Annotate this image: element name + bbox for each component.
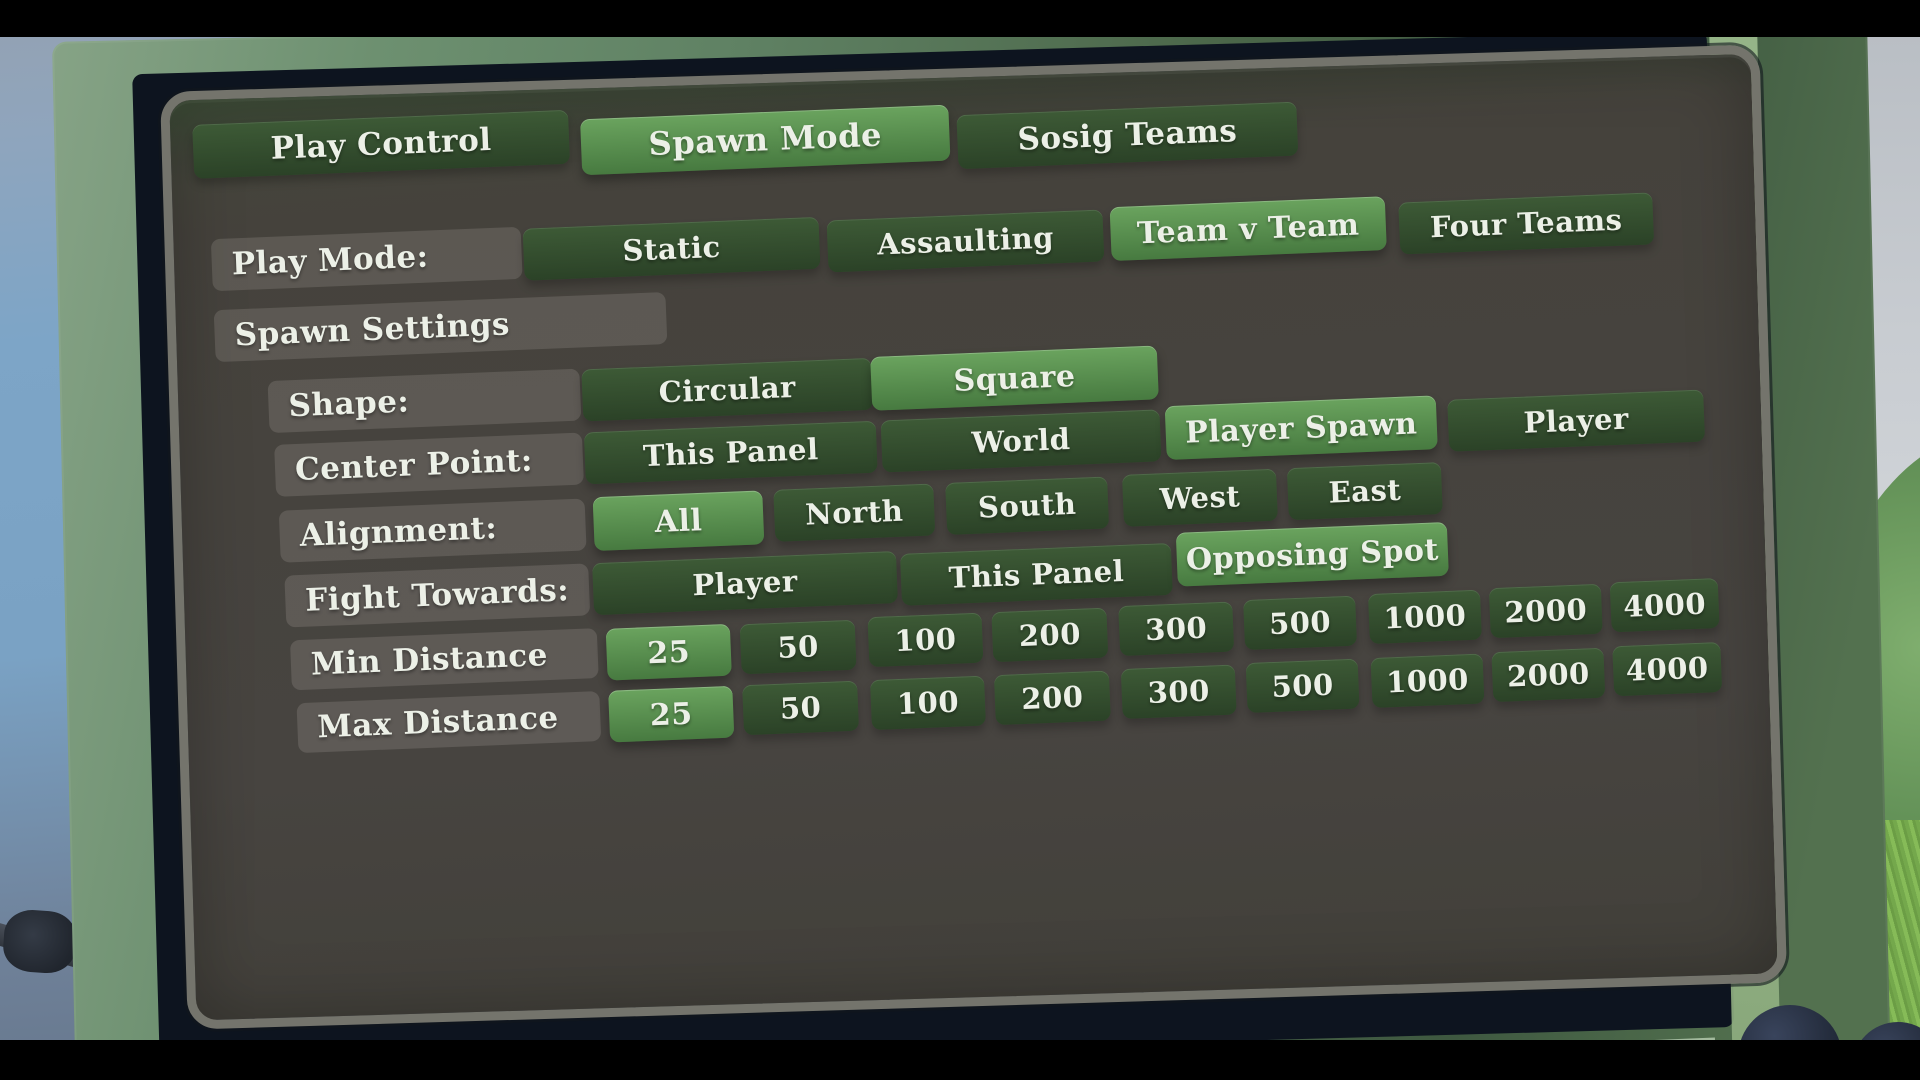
option-max-distance-50[interactable]: 50 [742, 680, 860, 736]
option-alignment-north[interactable]: North [773, 483, 936, 542]
tab-sosig-teams[interactable]: Sosig Teams [956, 101, 1299, 170]
label-spawn-settings: Spawn Settings [213, 292, 668, 363]
label-center-point: Center Point: [274, 432, 584, 497]
option-min-distance-2000[interactable]: 2000 [1488, 583, 1603, 639]
option-min-distance-50[interactable]: 50 [739, 619, 857, 675]
option-play-mode-static[interactable]: Static [522, 216, 821, 281]
option-min-distance-300[interactable]: 300 [1118, 601, 1235, 657]
label-shape: Shape: [267, 368, 582, 434]
background-gun-mount [1, 908, 78, 975]
option-play-mode-assaulting[interactable]: Assaulting [826, 209, 1105, 273]
option-min-distance-1000[interactable]: 1000 [1367, 589, 1482, 645]
option-max-distance-500[interactable]: 500 [1245, 658, 1360, 714]
option-max-distance-100[interactable]: 100 [870, 675, 986, 731]
option-alignment-all[interactable]: All [592, 490, 765, 552]
option-max-distance-200[interactable]: 200 [993, 670, 1111, 726]
label-alignment: Alignment: [278, 498, 587, 563]
option-fight-towards-player[interactable]: Player [592, 551, 898, 616]
option-min-distance-25[interactable]: 25 [605, 623, 732, 681]
option-max-distance-25[interactable]: 25 [608, 685, 735, 743]
option-alignment-west[interactable]: West [1121, 468, 1278, 527]
option-min-distance-4000[interactable]: 4000 [1609, 578, 1720, 633]
option-center-point-player-spawn[interactable]: Player Spawn [1164, 395, 1438, 460]
option-min-distance-100[interactable]: 100 [867, 612, 984, 668]
option-alignment-south[interactable]: South [945, 476, 1110, 535]
label-max-distance: Max Distance [296, 691, 602, 754]
label-play-mode: Play Mode: [210, 226, 523, 292]
option-min-distance-500[interactable]: 500 [1243, 595, 1358, 651]
tab-play-control[interactable]: Play Control [192, 109, 571, 179]
option-center-point-player[interactable]: Player [1447, 389, 1706, 452]
label-min-distance: Min Distance [289, 628, 599, 691]
option-max-distance-300[interactable]: 300 [1120, 664, 1237, 720]
option-center-point-world[interactable]: World [880, 409, 1162, 473]
option-play-mode-team-v-team[interactable]: Team v Team [1109, 196, 1387, 262]
option-max-distance-2000[interactable]: 2000 [1491, 647, 1606, 703]
option-shape-circular[interactable]: Circular [581, 357, 874, 422]
option-play-mode-four-teams[interactable]: Four Teams [1398, 192, 1655, 255]
option-alignment-east[interactable]: East [1286, 462, 1443, 521]
option-shape-square[interactable]: Square [870, 345, 1159, 411]
label-fight-towards: Fight Towards: [284, 563, 591, 628]
tab-spawn-mode[interactable]: Spawn Mode [580, 104, 951, 176]
letterbox-bottom [0, 1040, 1920, 1080]
option-center-point-this-panel[interactable]: This Panel [583, 420, 878, 485]
spawner-screen-content: Play Control Spawn Mode Sosig Teams Play M… [190, 57, 1777, 819]
option-max-distance-4000[interactable]: 4000 [1612, 642, 1723, 697]
option-max-distance-1000[interactable]: 1000 [1370, 653, 1485, 709]
letterbox-top [0, 0, 1920, 37]
option-fight-towards-this-panel[interactable]: This Panel [899, 542, 1173, 606]
option-fight-towards-opposing-spot[interactable]: Opposing Spot [1175, 521, 1449, 587]
option-min-distance-200[interactable]: 200 [991, 607, 1109, 663]
